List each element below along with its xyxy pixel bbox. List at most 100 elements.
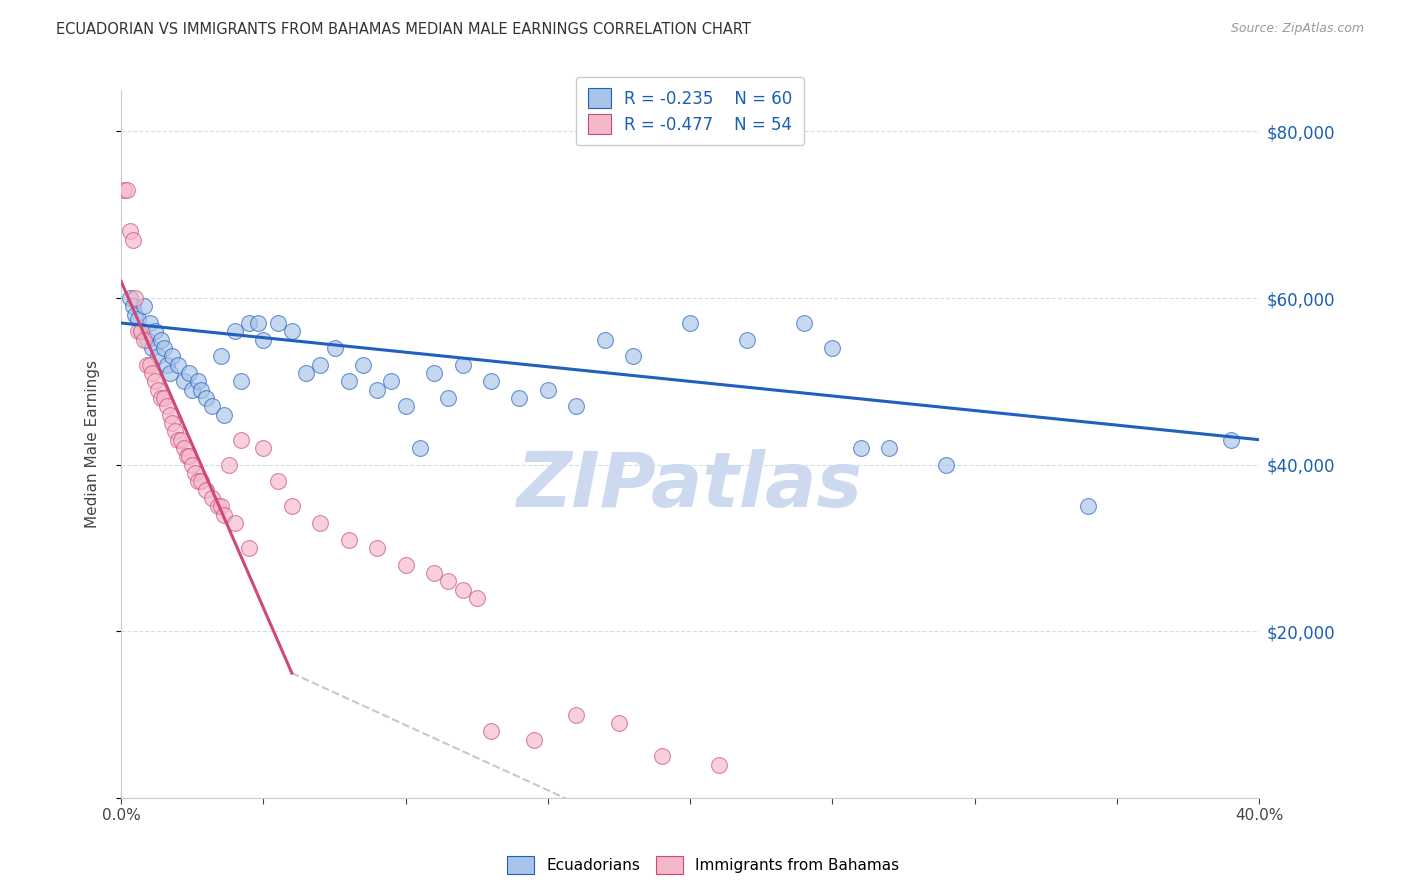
Point (366, 383, 388, 397)
Point (149, 333, 172, 347)
Point (266, 475, 288, 489)
Point (153, 341, 176, 355)
Point (821, 341, 844, 355)
Point (167, 433, 190, 447)
Point (159, 408, 181, 422)
Point (735, 333, 758, 347)
Point (132, 299, 155, 313)
Point (366, 541, 388, 555)
Point (209, 350, 232, 364)
Point (1219, 433, 1241, 447)
Point (323, 341, 346, 355)
Point (252, 333, 274, 347)
Point (451, 582, 474, 597)
Point (138, 316, 160, 330)
Point (451, 358, 474, 372)
Point (141, 341, 163, 355)
Point (380, 375, 402, 389)
Point (423, 366, 446, 380)
Point (479, 724, 502, 739)
Point (190, 475, 212, 489)
Point (395, 400, 418, 414)
Point (679, 316, 702, 330)
Point (143, 375, 166, 389)
Point (141, 366, 163, 380)
Point (162, 416, 184, 430)
Point (176, 450, 198, 464)
Point (127, 311, 149, 326)
Point (593, 333, 616, 347)
Point (246, 316, 269, 330)
Point (218, 458, 240, 472)
Point (238, 541, 260, 555)
Legend: R = -0.235    N = 60, R = -0.477    N = 54: R = -0.235 N = 60, R = -0.477 N = 54 (576, 77, 804, 145)
Point (395, 558, 418, 572)
Point (118, 291, 141, 305)
Point (224, 325, 246, 339)
Point (201, 491, 224, 505)
Point (209, 500, 232, 514)
Point (352, 358, 374, 372)
Point (565, 400, 588, 414)
Point (181, 458, 204, 472)
Point (409, 441, 432, 455)
Point (337, 375, 360, 389)
Point (281, 325, 304, 339)
Point (181, 383, 204, 397)
Point (187, 475, 209, 489)
Point (149, 391, 172, 405)
Point (508, 391, 530, 405)
Point (187, 375, 209, 389)
Point (195, 483, 218, 497)
Point (118, 224, 141, 238)
Point (135, 358, 157, 372)
Text: ECUADORIAN VS IMMIGRANTS FROM BAHAMAS MEDIAN MALE EARNINGS CORRELATION CHART: ECUADORIAN VS IMMIGRANTS FROM BAHAMAS ME… (56, 22, 751, 37)
Text: ZIPatlas: ZIPatlas (517, 450, 863, 524)
Point (170, 433, 193, 447)
Point (229, 375, 252, 389)
Point (167, 358, 190, 372)
Point (146, 350, 169, 364)
Point (146, 383, 169, 397)
Point (138, 358, 160, 372)
Point (124, 308, 146, 322)
Point (156, 358, 179, 372)
Point (281, 500, 304, 514)
Legend: Ecuadorians, Immigrants from Bahamas: Ecuadorians, Immigrants from Bahamas (501, 850, 905, 880)
Point (537, 383, 560, 397)
Point (229, 433, 252, 447)
Point (607, 716, 630, 731)
Point (337, 533, 360, 547)
Point (437, 391, 460, 405)
Point (173, 375, 195, 389)
Point (879, 441, 901, 455)
Text: Source: ZipAtlas.com: Source: ZipAtlas.com (1230, 22, 1364, 36)
Point (112, 183, 135, 197)
Point (793, 316, 815, 330)
Point (651, 749, 673, 764)
Point (184, 466, 207, 480)
Point (238, 316, 260, 330)
Point (849, 441, 872, 455)
Point (423, 566, 446, 580)
Point (621, 350, 644, 364)
Point (135, 333, 157, 347)
Point (935, 458, 957, 472)
Point (479, 375, 502, 389)
Point (165, 425, 187, 439)
Point (162, 350, 184, 364)
Point (707, 757, 730, 772)
Point (153, 391, 176, 405)
Point (156, 400, 179, 414)
Point (143, 325, 166, 339)
Point (129, 325, 152, 339)
Point (565, 707, 588, 722)
Point (127, 325, 149, 339)
Point (309, 516, 332, 530)
Point (190, 383, 212, 397)
Point (437, 574, 460, 589)
Point (173, 441, 195, 455)
Point (121, 299, 143, 313)
Point (195, 391, 218, 405)
Point (115, 183, 138, 197)
